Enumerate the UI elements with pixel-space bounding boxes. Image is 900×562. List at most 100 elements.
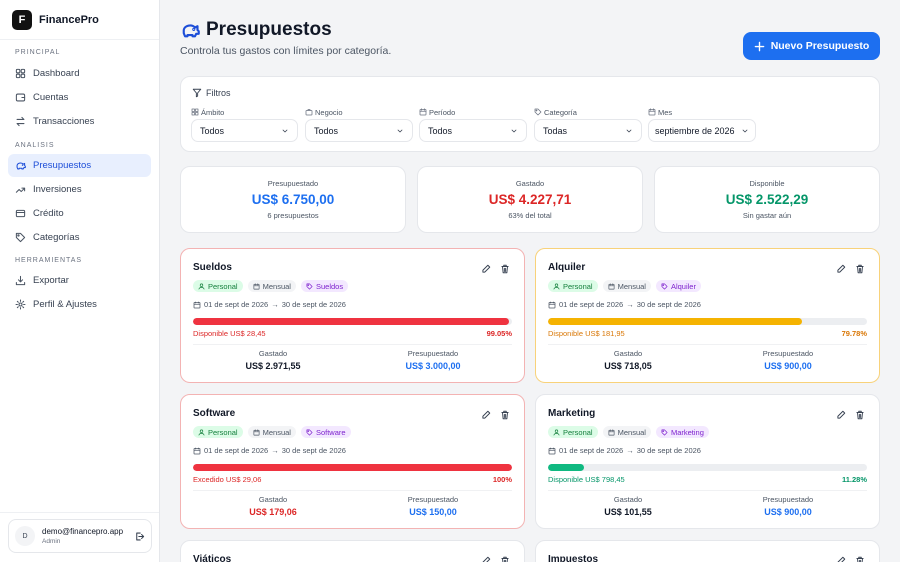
edit-button[interactable] xyxy=(481,264,491,274)
divider xyxy=(193,490,512,491)
sidebar-item-dashboard[interactable]: Dashboard xyxy=(8,62,151,85)
filter-categoria-select[interactable]: Todas xyxy=(534,119,642,142)
scope-tag-label: Personal xyxy=(208,281,238,291)
edit-icon xyxy=(837,556,846,562)
budget-card[interactable]: Viáticos xyxy=(180,540,525,562)
trash-icon xyxy=(856,556,864,562)
sidebar-item-perfil[interactable]: Perfil & Ajustes xyxy=(8,293,151,316)
budget-value: US$ 900,00 xyxy=(764,507,812,517)
filter-negocio-select[interactable]: Todos xyxy=(305,119,413,142)
user-icon xyxy=(553,429,560,435)
delete-button[interactable] xyxy=(500,264,510,274)
filter-ambito-select[interactable]: Todos xyxy=(191,119,298,142)
sidebar-item-exportar[interactable]: Exportar xyxy=(8,269,151,292)
budget-percent: 99.05% xyxy=(486,329,512,338)
logout-button[interactable] xyxy=(134,531,145,542)
divider xyxy=(548,490,867,491)
budget-column: Presupuestado US$ 900,00 xyxy=(708,349,868,371)
start-date: 01 de sept de 2026 xyxy=(559,300,624,309)
section-label: ANALISIS xyxy=(15,142,55,149)
summary-value: US$ 4.227,71 xyxy=(488,192,572,207)
summary-note: Sin gastar aún xyxy=(742,211,792,220)
logout-icon xyxy=(136,532,145,540)
budget-percent: 100% xyxy=(492,475,512,484)
user-card[interactable]: D demo@financepro.app Admin xyxy=(8,519,152,553)
user-panel: D demo@financepro.app Admin xyxy=(0,512,159,562)
sidebar-item-transacciones[interactable]: Transacciones xyxy=(8,110,151,133)
budget-card[interactable]: Software Personal Mensual Software 01 de sep… xyxy=(180,394,525,529)
piggy-bank-icon xyxy=(16,162,26,170)
user-info: demo@financepro.app Admin xyxy=(42,527,134,545)
sidebar-item-presupuestos[interactable]: Presupuestos xyxy=(8,154,151,177)
progress-fill xyxy=(548,318,803,325)
filters-title-text: Filtros xyxy=(206,88,231,98)
edit-icon xyxy=(482,410,491,419)
filter-mes-select[interactable]: septiembre de 2026 xyxy=(648,119,756,142)
budget-card[interactable]: Alquiler Personal Mensual Alquiler 01 de sep… xyxy=(535,248,880,383)
new-budget-button[interactable]: Nuevo Presupuesto xyxy=(743,32,880,60)
sidebar-item-label: Crédito xyxy=(33,208,64,219)
page-subtitle: Controla tus gastos con límites por cate… xyxy=(180,45,392,57)
sidebar-item-categorias[interactable]: Categorías xyxy=(8,226,151,249)
budget-value: US$ 150,00 xyxy=(409,507,457,517)
scope-tag: Personal xyxy=(548,280,598,292)
delete-button[interactable] xyxy=(855,556,865,562)
budget-label: Presupuestado xyxy=(407,495,459,504)
budget-card[interactable]: Marketing Personal Mensual Marketing 01 de s… xyxy=(535,394,880,529)
spent-column: Gastado US$ 101,55 xyxy=(548,495,708,517)
filter-periodo-select[interactable]: Todos xyxy=(419,119,527,142)
nav-section-herramientas: HERRAMIENTAS Exportar Perfil & Ajustes xyxy=(0,256,159,316)
spent-column: Gastado US$ 179,06 xyxy=(193,495,353,517)
budget-actions xyxy=(836,264,865,274)
edit-button[interactable] xyxy=(481,410,491,420)
user-icon xyxy=(553,283,560,289)
spent-column: Gastado US$ 718,05 xyxy=(548,349,708,371)
tag-icon xyxy=(306,429,313,435)
edit-button[interactable] xyxy=(836,410,846,420)
grid-icon xyxy=(15,68,26,79)
filter-ambito: Ámbito Todos xyxy=(191,107,298,142)
delete-button[interactable] xyxy=(500,556,510,562)
edit-button[interactable] xyxy=(836,556,846,562)
filter-label: Período xyxy=(419,107,527,117)
user-icon xyxy=(198,283,205,289)
period-tag: Mensual xyxy=(247,280,296,292)
summary-label: Presupuestado xyxy=(267,179,319,188)
budget-name: Sueldos xyxy=(193,262,232,273)
filter-label: Negocio xyxy=(305,107,413,117)
section-label: PRINCIPAL xyxy=(15,49,61,56)
budget-card[interactable]: Sueldos Personal Mensual Sueldos 01 de sept … xyxy=(180,248,525,383)
edit-icon xyxy=(837,410,846,419)
new-budget-label: Nuevo Presupuesto xyxy=(770,40,870,52)
period-tag: Mensual xyxy=(602,426,651,438)
spent-label: Gastado xyxy=(258,495,288,504)
brand[interactable]: F FinancePro xyxy=(0,0,159,40)
sidebar-item-credito[interactable]: Crédito xyxy=(8,202,151,225)
category-tag: Sueldos xyxy=(300,280,349,292)
date-range: 01 de sept de 2026 → 30 de sept de 2026 xyxy=(548,300,701,309)
trash-icon xyxy=(856,264,864,274)
tag-icon xyxy=(15,232,26,243)
delete-button[interactable] xyxy=(855,410,865,420)
calendar-icon xyxy=(253,282,260,289)
calendar-icon xyxy=(419,108,427,116)
sidebar-item-inversiones[interactable]: Inversiones xyxy=(8,178,151,201)
edit-button[interactable] xyxy=(836,264,846,274)
category-tag-label: Marketing xyxy=(670,427,704,437)
edit-button[interactable] xyxy=(481,556,491,562)
summary-label: Gastado xyxy=(515,179,545,188)
delete-button[interactable] xyxy=(855,264,865,274)
start-date: 01 de sept de 2026 xyxy=(204,446,269,455)
delete-button[interactable] xyxy=(500,410,510,420)
budget-name: Software xyxy=(193,408,236,419)
spent-label: Gastado xyxy=(613,349,643,358)
budget-card[interactable]: Impuestos xyxy=(535,540,880,562)
calendar-icon xyxy=(548,447,556,454)
chevron-down-icon xyxy=(511,129,517,132)
category-tag: Software xyxy=(300,426,351,438)
filter-label-text: Negocio xyxy=(315,107,343,117)
filter-label-text: Ámbito xyxy=(201,107,225,117)
sidebar-item-cuentas[interactable]: Cuentas xyxy=(8,86,151,109)
sidebar-item-label: Dashboard xyxy=(33,68,80,79)
grid-icon xyxy=(191,108,199,116)
